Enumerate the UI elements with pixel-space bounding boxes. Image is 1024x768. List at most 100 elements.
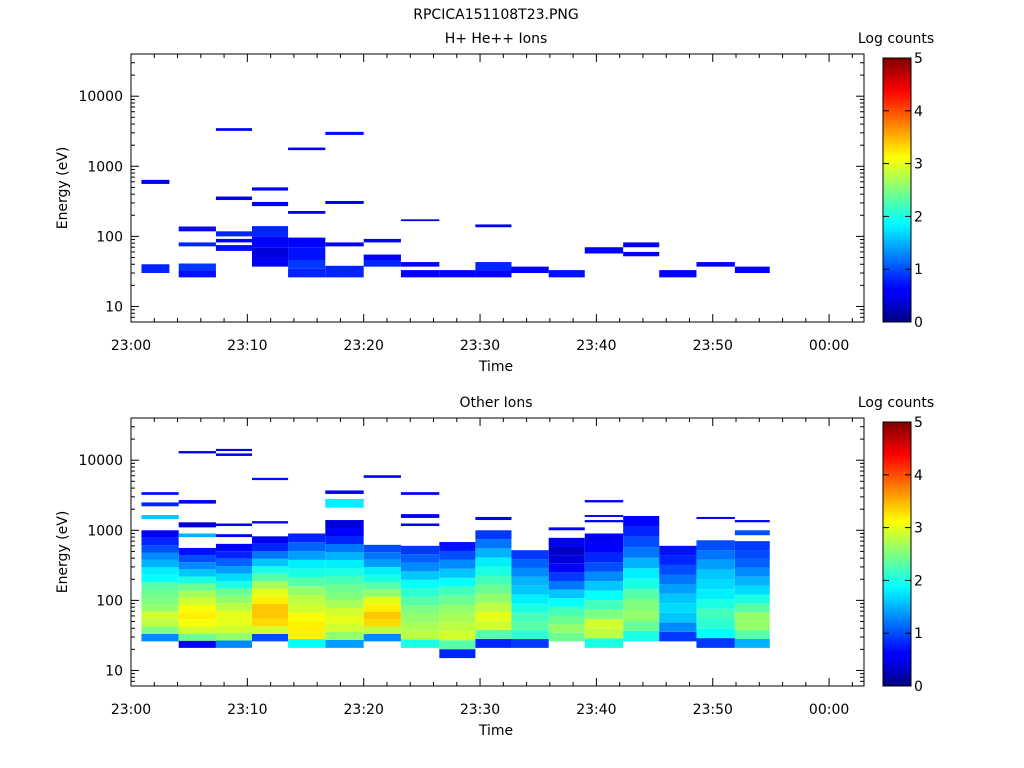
heatmap-cell [734,266,770,274]
heatmap-cell [178,597,216,606]
heatmap-cell [178,576,216,584]
heatmap-cell [215,588,253,596]
heatmap-cell [252,226,289,237]
heatmap-cell [215,245,253,251]
heatmap-cell [178,500,216,504]
panel-title: H+ He++ Ions [445,31,548,47]
heatmap-cell [548,555,585,564]
heatmap-cell [584,638,624,648]
heatmap-cell [288,577,326,587]
heatmap-cell [400,579,440,589]
heatmap-cell [215,633,253,641]
colorbar-tick-label: 4 [914,104,923,120]
heatmap-cell [584,500,624,503]
heatmap-cell [696,638,735,648]
heatmap-cell [141,626,179,634]
heatmap-cell [548,270,585,278]
heatmap-cell [141,552,179,560]
heatmap-cell [178,569,216,577]
heatmap-cell [734,541,770,551]
heatmap-cell [511,603,549,613]
x-tick-label: 23:30 [460,338,500,354]
heatmap-cell [252,603,289,612]
heatmap-cell [252,581,289,589]
heatmap-cell [363,626,401,634]
heatmap-cell [178,242,216,247]
heatmap-cell [215,566,253,574]
heatmap-cell [623,599,660,611]
heatmap-cell [696,516,735,519]
heatmap-cell [400,562,440,572]
heatmap-cell [252,477,289,481]
colorbar-tick-label: 5 [914,51,923,67]
heatmap-cell [288,559,326,569]
heatmap-cell [623,515,660,527]
heatmap-cell [252,551,289,559]
colorbar-tick-label: 4 [914,468,923,484]
heatmap-cell [511,638,549,648]
heatmap-cell [325,498,364,508]
heatmap-cell [252,247,289,258]
heatmap-cell [288,595,326,604]
x-tick-label: 23:50 [693,702,733,718]
heatmap-cell [439,270,476,278]
heatmap-cell [439,559,476,569]
heatmap-cell [623,547,660,558]
heatmap-cell [215,238,253,243]
heatmap-cell [252,596,289,604]
heatmap-cell [623,620,660,631]
heatmap-cell [325,242,364,247]
colorbar [882,57,912,323]
heatmap-cell [584,571,624,582]
heatmap-cell [141,530,179,538]
colorbar-tick-label: 2 [914,209,923,225]
heatmap-cell [215,534,253,538]
heatmap-cell [734,621,770,631]
heatmap-cell [548,589,585,599]
heatmap-cell [215,618,253,626]
heatmap-cell [548,624,585,633]
heatmap-cell [439,631,476,641]
heatmap-cell [252,633,289,642]
heatmap-cell [548,632,585,642]
heatmap-cell [141,596,179,605]
heatmap-cell [363,260,401,267]
heatmap-cell [178,533,216,538]
heatmap-cell [363,567,401,575]
heatmap-cell [178,583,216,591]
heatmap-cell [475,629,512,639]
figure-title: RPCICA151108T23.PNG [413,7,578,23]
colorbar [882,421,912,687]
heatmap-cell [363,581,401,590]
heatmap-cell [584,628,624,639]
y-axis-label: Energy (eV) [55,511,71,594]
heatmap-cell [325,639,364,648]
heatmap-cell [696,559,735,570]
heatmap-cell [696,589,735,599]
heatmap-cell [623,557,660,569]
heatmap-cell [511,630,549,639]
heatmap-cell [325,528,364,537]
heatmap-cell [141,574,179,583]
heatmap-cell [325,607,364,616]
heatmap-cell [325,591,364,600]
heatmap-cell [548,546,585,556]
heatmap-cell [623,242,660,248]
heatmap-cell [400,262,440,267]
colorbar-tick-label: 2 [914,573,923,589]
heatmap-cell [325,631,364,640]
heatmap-cell [363,475,401,478]
heatmap-cell [584,619,624,629]
colorbar-ticks: 0 1 2 3 4 5 [883,51,923,331]
heatmap-cell [475,638,512,648]
axes: 23:00 23:10 23:20 23:30 23:40 23:50 00:00 10 100… [78,53,864,354]
heatmap-cell [141,492,179,495]
colorbar-tick-label: 0 [914,315,923,331]
heatmap-cell [325,623,364,632]
heatmap-cell [325,615,364,624]
x-tick-label: 23:00 [111,702,151,718]
heatmap-cell [623,536,660,548]
heatmap-cell [141,582,179,590]
heatmap-cell [252,236,289,248]
heatmap-cell [659,622,697,632]
